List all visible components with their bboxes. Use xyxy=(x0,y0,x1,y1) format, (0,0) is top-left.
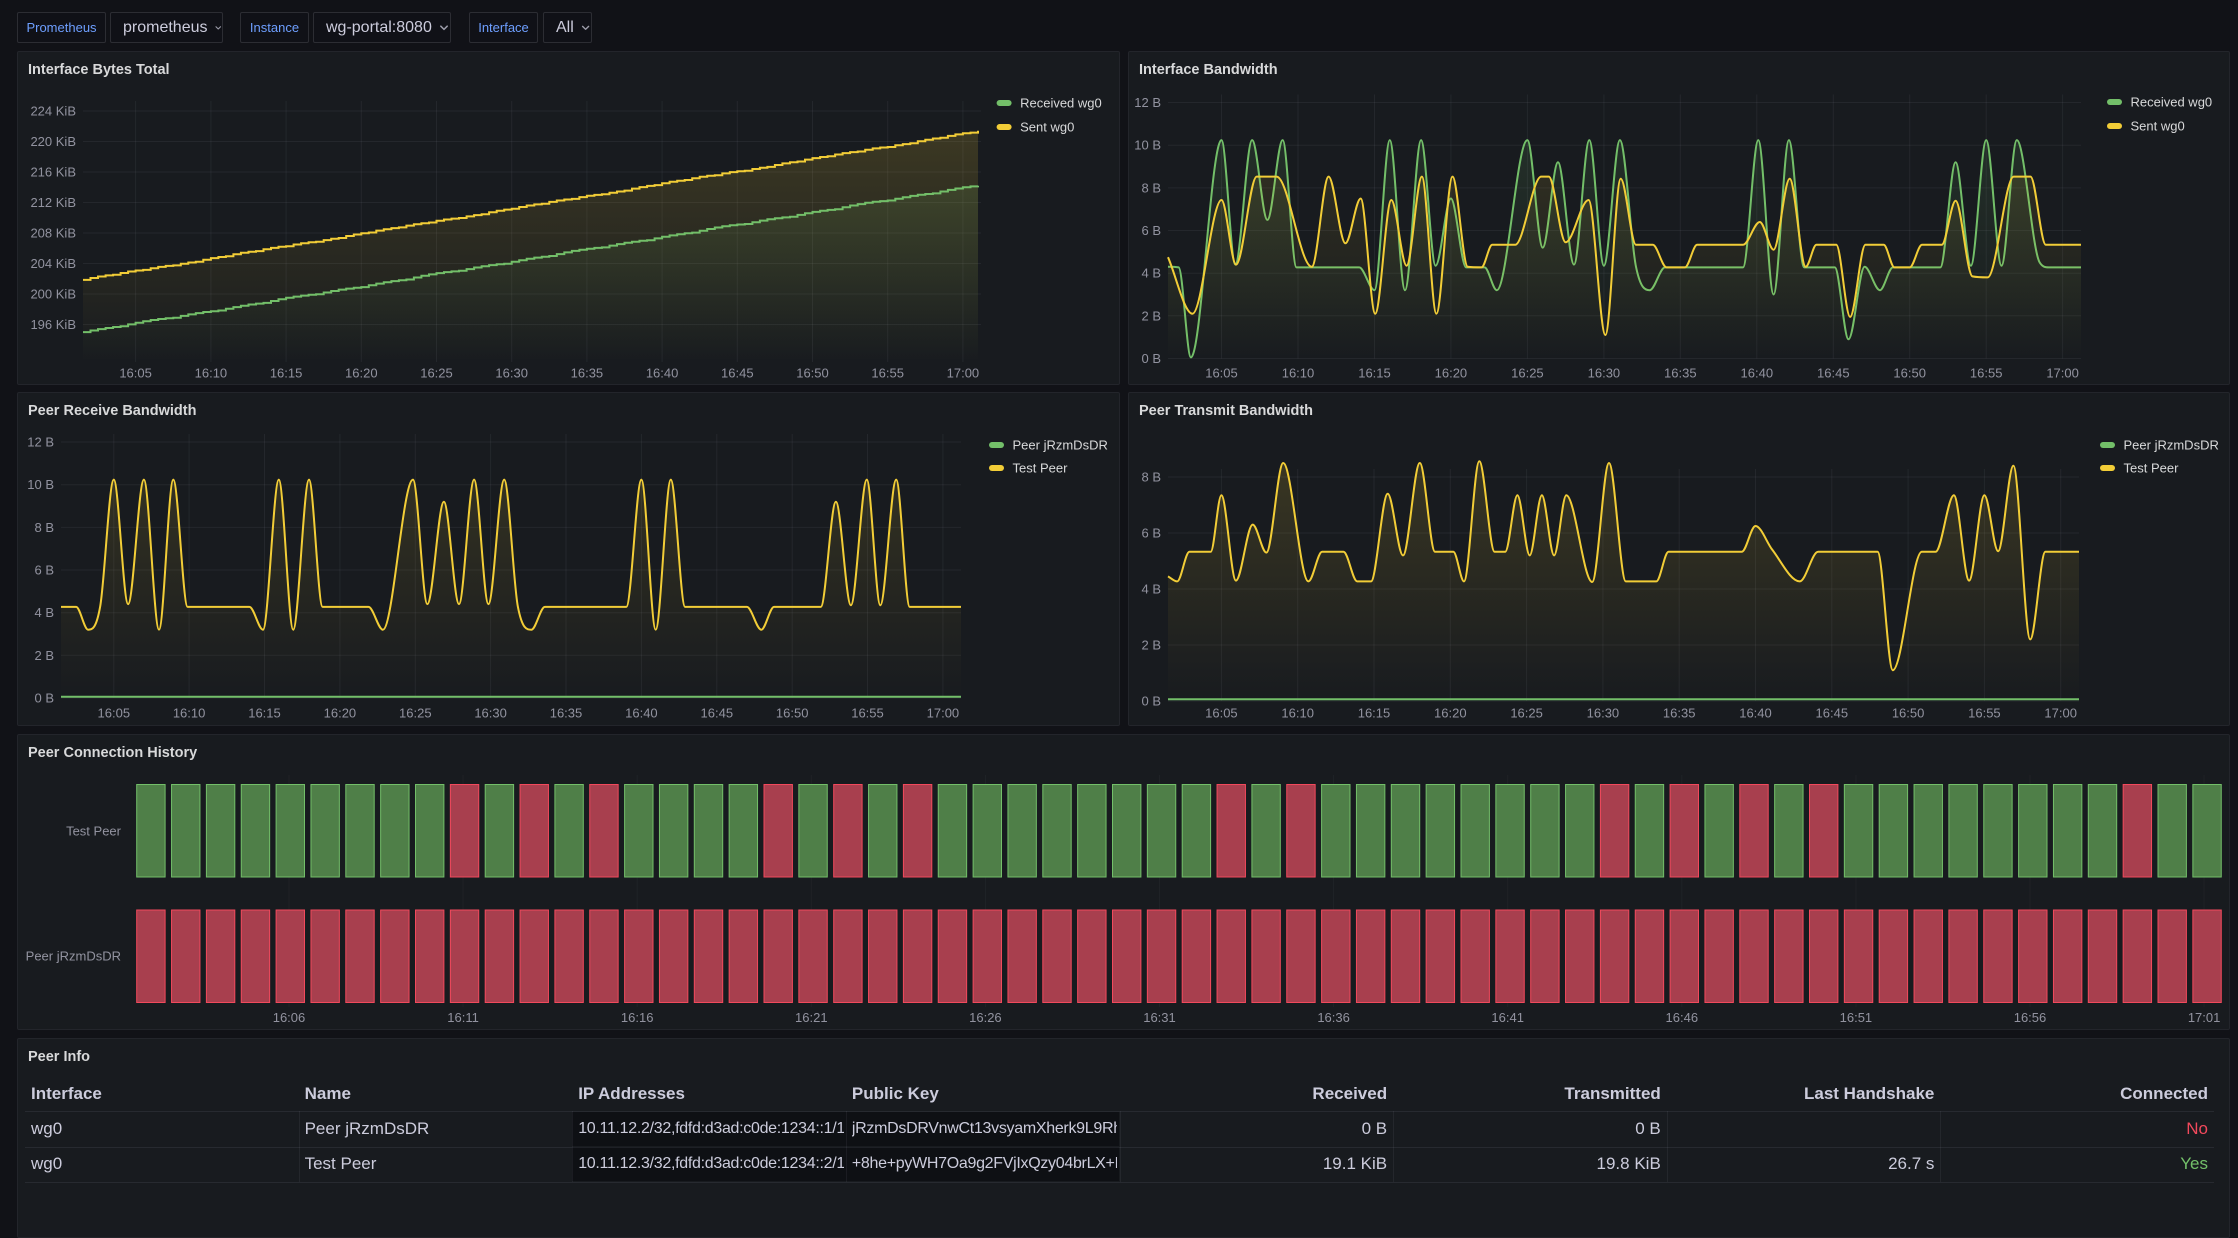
svg-text:16:25: 16:25 xyxy=(420,366,453,381)
svg-text:17:00: 17:00 xyxy=(927,706,960,721)
svg-text:10 B: 10 B xyxy=(27,477,54,492)
svg-text:16:40: 16:40 xyxy=(1739,706,1772,721)
svg-text:16:30: 16:30 xyxy=(1587,706,1620,721)
svg-text:16:20: 16:20 xyxy=(324,706,357,721)
svg-text:16:51: 16:51 xyxy=(1840,1010,1873,1025)
svg-text:16:25: 16:25 xyxy=(1510,706,1543,721)
svg-text:16:40: 16:40 xyxy=(625,706,658,721)
svg-text:16:40: 16:40 xyxy=(646,366,679,381)
svg-text:16:16: 16:16 xyxy=(621,1010,654,1025)
svg-text:16:46: 16:46 xyxy=(1666,1010,1699,1025)
svg-text:16:55: 16:55 xyxy=(871,366,904,381)
svg-text:0 B: 0 B xyxy=(1141,694,1161,709)
svg-text:16:05: 16:05 xyxy=(1205,706,1238,721)
svg-text:16:05: 16:05 xyxy=(98,706,131,721)
svg-text:16:35: 16:35 xyxy=(1664,366,1697,381)
svg-text:Test Peer: Test Peer xyxy=(66,824,122,839)
svg-text:Peer jRzmDsDR: Peer jRzmDsDR xyxy=(1013,438,1108,453)
svg-text:16:50: 16:50 xyxy=(1892,706,1925,721)
svg-text:16:45: 16:45 xyxy=(721,366,754,381)
svg-text:220 KiB: 220 KiB xyxy=(30,134,76,149)
svg-text:16:26: 16:26 xyxy=(969,1010,1002,1025)
svg-text:Peer jRzmDsDR: Peer jRzmDsDR xyxy=(26,949,121,964)
svg-text:8 B: 8 B xyxy=(1141,180,1161,195)
svg-text:16:05: 16:05 xyxy=(1205,366,1238,381)
svg-text:6 B: 6 B xyxy=(34,563,54,578)
svg-text:Peer jRzmDsDR: Peer jRzmDsDR xyxy=(2124,438,2219,453)
svg-text:16:10: 16:10 xyxy=(173,706,206,721)
svg-text:16:55: 16:55 xyxy=(851,706,884,721)
svg-text:16:11: 16:11 xyxy=(447,1010,479,1025)
svg-text:10 B: 10 B xyxy=(1134,138,1161,153)
svg-text:4 B: 4 B xyxy=(34,605,54,620)
svg-text:16:20: 16:20 xyxy=(1435,366,1468,381)
svg-text:0 B: 0 B xyxy=(1141,351,1161,366)
svg-text:16:15: 16:15 xyxy=(1358,366,1391,381)
svg-text:16:45: 16:45 xyxy=(1817,366,1850,381)
svg-text:16:10: 16:10 xyxy=(1282,366,1315,381)
svg-text:16:10: 16:10 xyxy=(1281,706,1314,721)
svg-text:16:55: 16:55 xyxy=(1970,366,2003,381)
svg-text:16:20: 16:20 xyxy=(345,366,378,381)
svg-text:Test Peer: Test Peer xyxy=(2124,461,2180,476)
svg-text:Received wg0: Received wg0 xyxy=(2131,95,2213,110)
svg-text:Sent wg0: Sent wg0 xyxy=(2131,119,2185,134)
svg-text:2 B: 2 B xyxy=(34,648,54,663)
svg-text:4 B: 4 B xyxy=(1141,582,1161,597)
svg-text:17:00: 17:00 xyxy=(2044,706,2077,721)
svg-text:16:15: 16:15 xyxy=(248,706,281,721)
svg-text:4 B: 4 B xyxy=(1141,266,1161,281)
svg-text:16:41: 16:41 xyxy=(1491,1010,1524,1025)
svg-text:16:35: 16:35 xyxy=(1663,706,1696,721)
svg-text:16:05: 16:05 xyxy=(119,366,152,381)
svg-text:16:45: 16:45 xyxy=(1816,706,1849,721)
svg-text:16:50: 16:50 xyxy=(796,366,829,381)
svg-text:2 B: 2 B xyxy=(1141,638,1161,653)
svg-text:16:15: 16:15 xyxy=(270,366,303,381)
svg-text:16:30: 16:30 xyxy=(495,366,528,381)
svg-text:6 B: 6 B xyxy=(1141,526,1161,541)
svg-text:16:45: 16:45 xyxy=(701,706,734,721)
svg-text:200 KiB: 200 KiB xyxy=(30,287,76,302)
svg-text:212 KiB: 212 KiB xyxy=(30,195,76,210)
svg-text:16:30: 16:30 xyxy=(1588,366,1621,381)
svg-text:Received wg0: Received wg0 xyxy=(1020,96,1102,111)
svg-text:8 B: 8 B xyxy=(1141,470,1161,485)
svg-text:16:10: 16:10 xyxy=(195,366,228,381)
svg-text:204 KiB: 204 KiB xyxy=(30,256,76,271)
svg-text:196 KiB: 196 KiB xyxy=(30,317,76,332)
svg-text:16:15: 16:15 xyxy=(1358,706,1391,721)
svg-text:16:31: 16:31 xyxy=(1143,1010,1176,1025)
svg-text:216 KiB: 216 KiB xyxy=(30,165,76,180)
svg-text:16:06: 16:06 xyxy=(273,1010,306,1025)
svg-text:17:00: 17:00 xyxy=(947,366,980,381)
svg-text:208 KiB: 208 KiB xyxy=(30,226,76,241)
svg-text:16:40: 16:40 xyxy=(1741,366,1774,381)
svg-text:Test Peer: Test Peer xyxy=(1013,461,1069,476)
svg-text:16:35: 16:35 xyxy=(550,706,583,721)
svg-text:16:50: 16:50 xyxy=(1893,366,1926,381)
svg-text:16:25: 16:25 xyxy=(399,706,432,721)
svg-text:16:55: 16:55 xyxy=(1968,706,2001,721)
svg-text:2 B: 2 B xyxy=(1141,308,1161,323)
svg-text:16:20: 16:20 xyxy=(1434,706,1467,721)
svg-text:0 B: 0 B xyxy=(34,691,54,706)
svg-text:16:30: 16:30 xyxy=(474,706,507,721)
svg-text:16:36: 16:36 xyxy=(1317,1010,1350,1025)
svg-text:12 B: 12 B xyxy=(27,435,54,450)
svg-text:224 KiB: 224 KiB xyxy=(30,104,76,119)
svg-text:17:00: 17:00 xyxy=(2046,366,2079,381)
svg-text:16:35: 16:35 xyxy=(571,366,604,381)
svg-text:16:50: 16:50 xyxy=(776,706,809,721)
svg-text:16:56: 16:56 xyxy=(2014,1010,2047,1025)
svg-text:16:21: 16:21 xyxy=(795,1010,828,1025)
svg-text:8 B: 8 B xyxy=(34,520,54,535)
svg-text:6 B: 6 B xyxy=(1141,223,1161,238)
svg-text:17:01: 17:01 xyxy=(2188,1010,2221,1025)
svg-text:Sent wg0: Sent wg0 xyxy=(1020,120,1074,135)
svg-text:16:25: 16:25 xyxy=(1511,366,1544,381)
svg-text:12 B: 12 B xyxy=(1134,95,1161,110)
